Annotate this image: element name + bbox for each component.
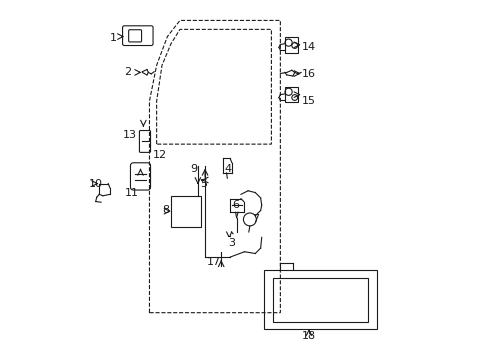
Text: 10: 10 <box>88 179 102 189</box>
Text: 5: 5 <box>200 179 206 189</box>
Text: 1: 1 <box>110 33 117 43</box>
Text: 8: 8 <box>162 206 169 216</box>
Text: 11: 11 <box>124 188 138 198</box>
Text: 7: 7 <box>251 215 258 224</box>
Text: 18: 18 <box>302 331 315 341</box>
Text: 13: 13 <box>122 130 137 140</box>
Text: 2: 2 <box>124 67 131 77</box>
Text: 12: 12 <box>153 150 167 160</box>
Text: 17: 17 <box>206 257 221 267</box>
Text: 15: 15 <box>302 96 315 106</box>
Text: 4: 4 <box>224 164 231 174</box>
Text: 14: 14 <box>302 42 315 52</box>
Text: 6: 6 <box>232 200 239 210</box>
Text: 9: 9 <box>190 164 198 174</box>
Text: 16: 16 <box>302 69 315 79</box>
Text: 3: 3 <box>228 238 235 248</box>
